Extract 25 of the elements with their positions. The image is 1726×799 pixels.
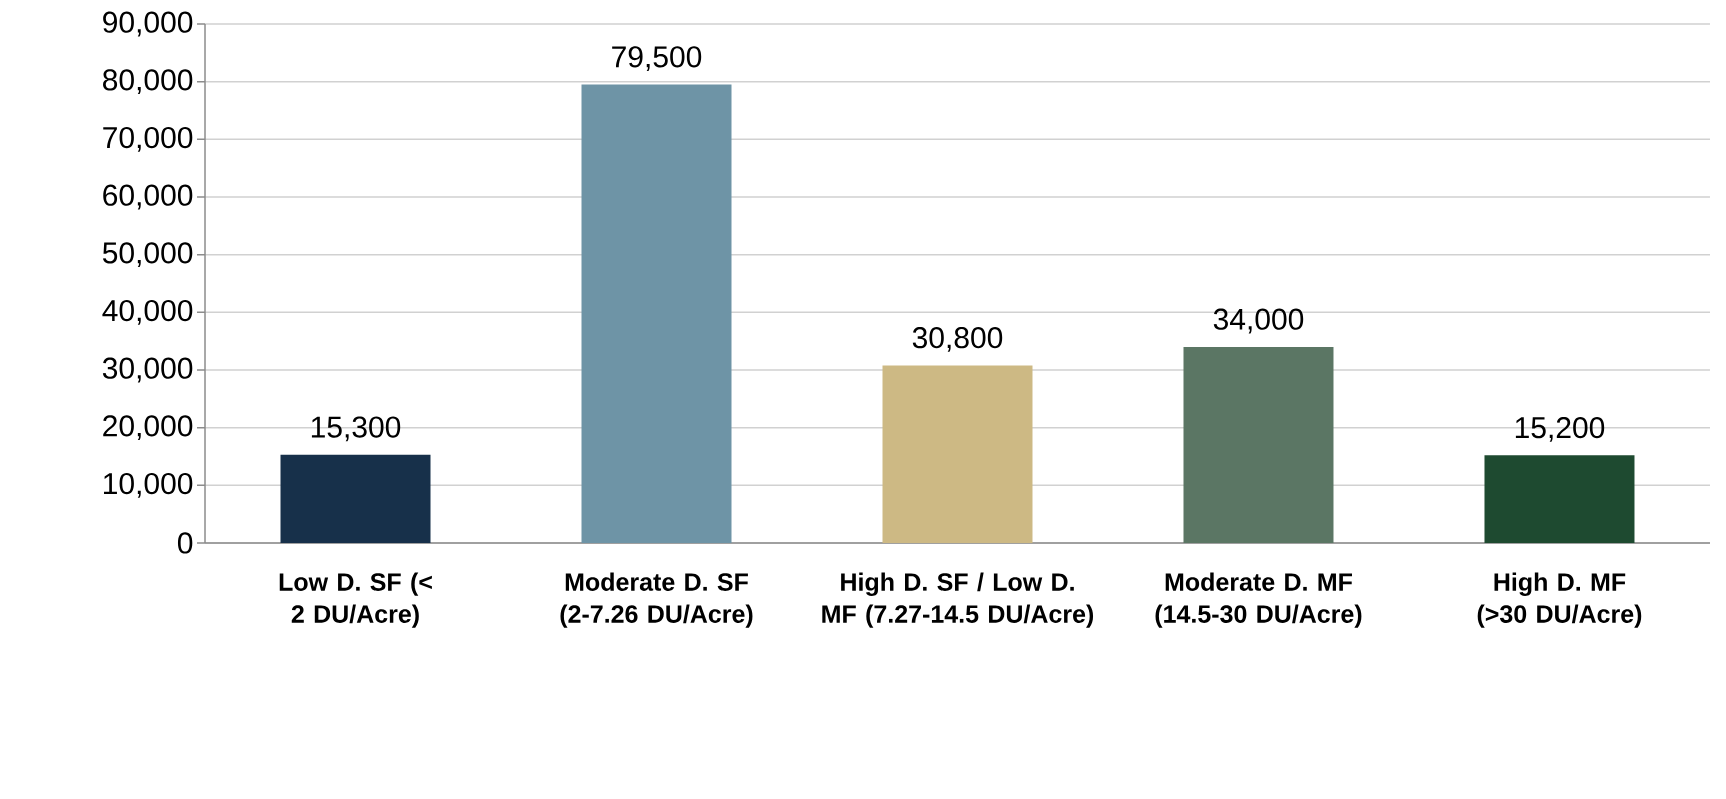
x-tick-label: Moderate D. SF (2-7.26 DU/Acre) [560,572,753,628]
bar [1183,346,1334,543]
y-tick-label: 10,000 [104,472,193,498]
y-tick-label: 80,000 [103,69,193,95]
x-tick-label: Moderate D. MF (14.5-30 DU/Acre) [1155,572,1362,628]
bar [280,454,431,543]
y-tick-label: 50,000 [102,242,193,268]
bar [581,84,732,543]
data-label: 34,000 [1213,308,1304,334]
data-label: 30,800 [912,327,1003,352]
x-tick-label: High D. MF (>30 DU/Acre) [1477,572,1642,628]
data-label: 15,300 [311,416,401,442]
x-tick-label: Low D. SF (< 2 DU/Acre) [279,572,432,628]
y-tick-label: 70,000 [103,126,193,152]
y-tick-label: 40,000 [102,299,193,325]
bar [1484,455,1635,543]
y-tick-label: 0 [177,532,193,554]
y-tick-label: 20,000 [103,415,193,441]
x-tick-label: High D. SF / Low D. MF (7.27-14.5 DU/Acre) [822,572,1094,628]
y-tick-label: 30,000 [102,357,193,383]
y-tick-label: 60,000 [103,184,193,210]
data-label: 79,500 [612,46,702,72]
bar [882,365,1033,543]
data-label: 15,200 [1515,417,1605,442]
y-tick-label: 90,000 [103,11,193,37]
